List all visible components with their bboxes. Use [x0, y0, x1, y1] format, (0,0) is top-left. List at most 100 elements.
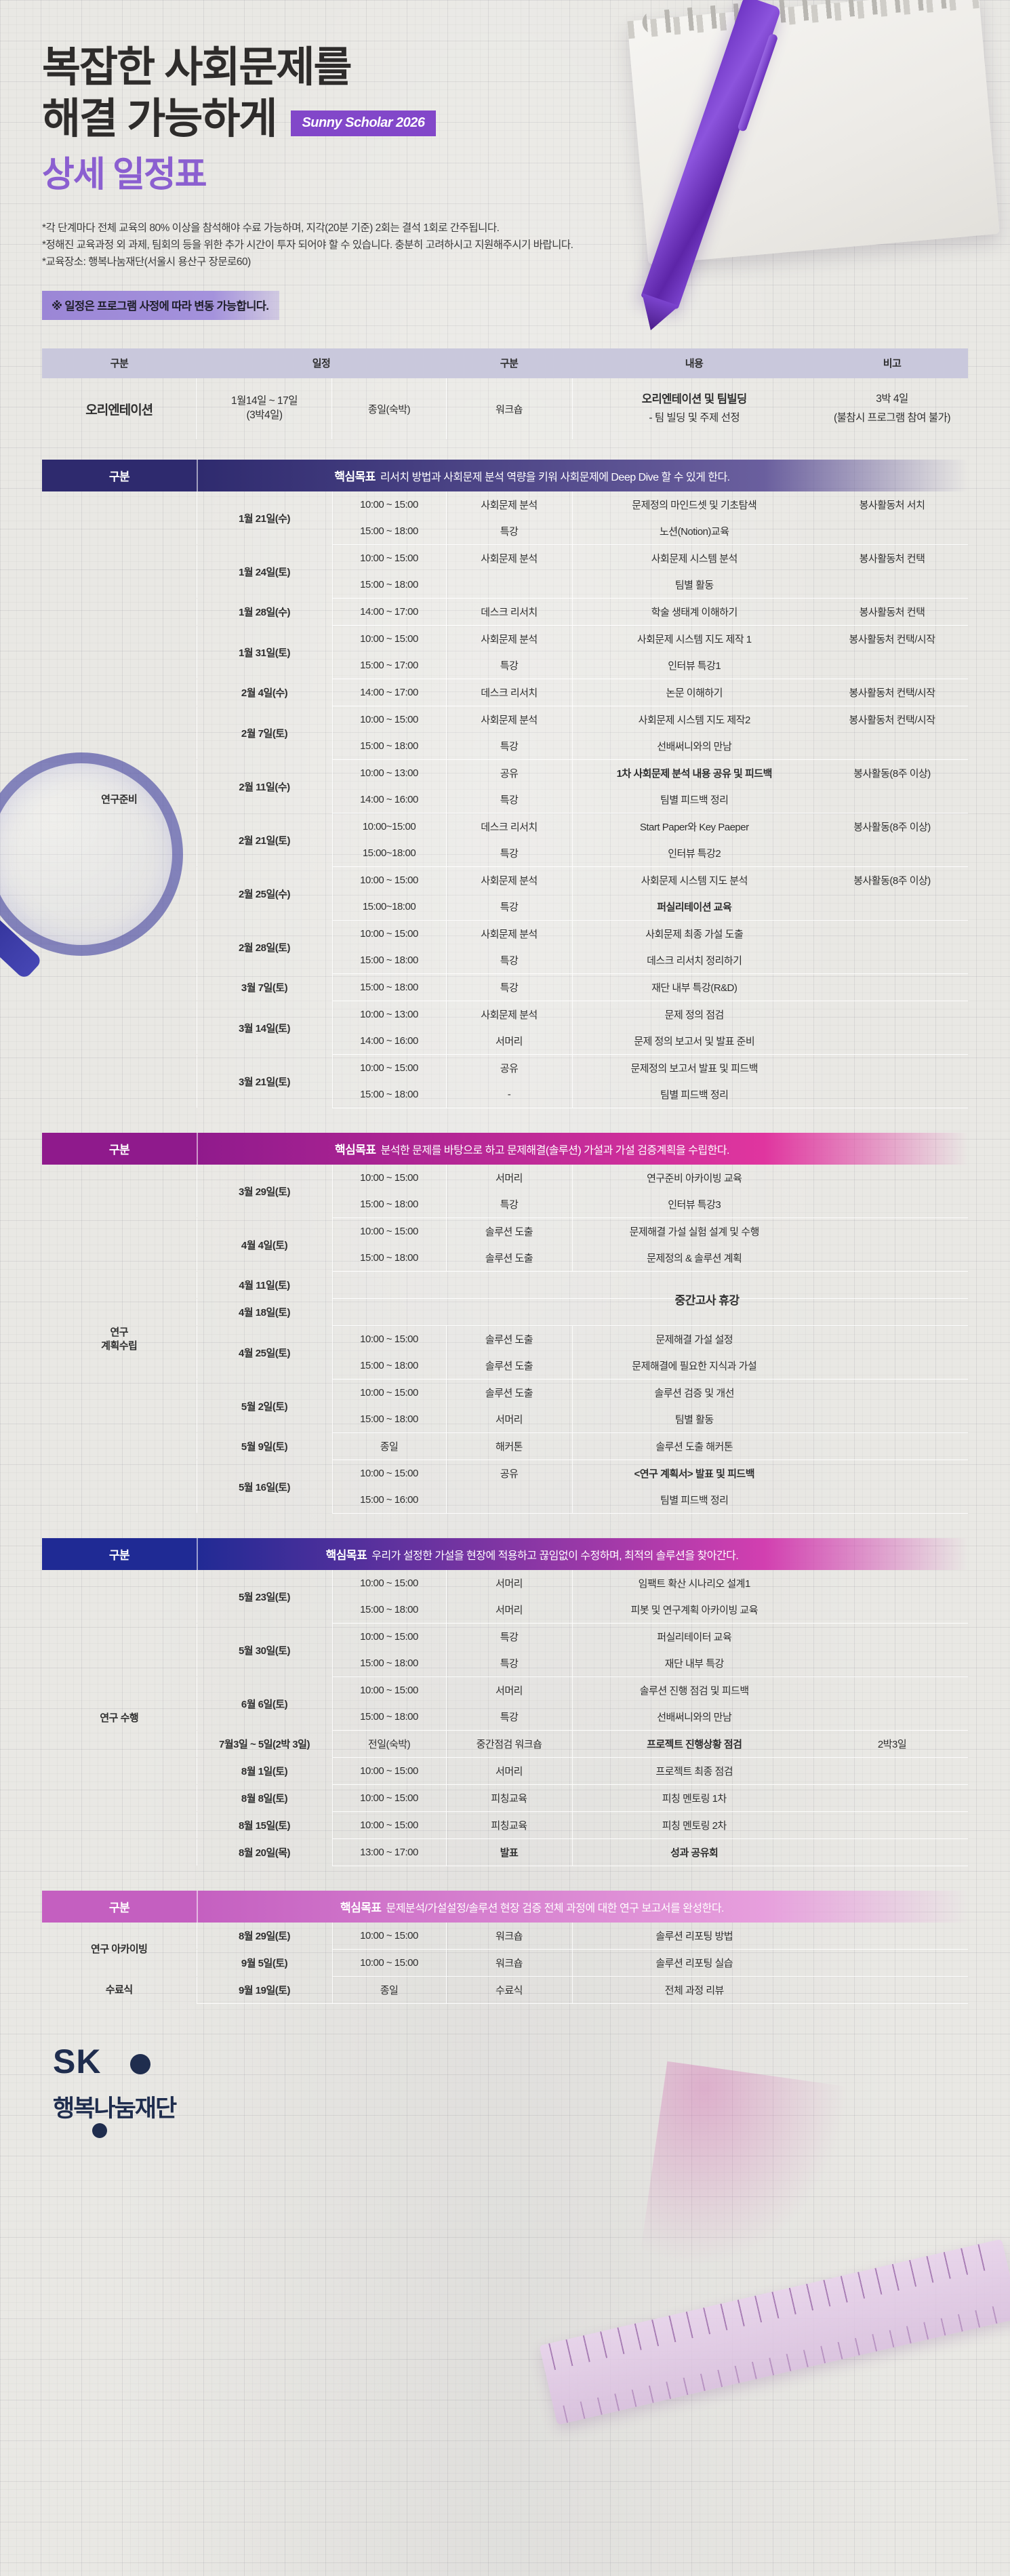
schedule-kind: 발표	[445, 1839, 572, 1866]
section-4-goal-label: 핵심목표	[340, 1901, 382, 1915]
schedule-content: 데스크 리서치 정리하기	[571, 947, 816, 974]
schedule-date: 7월3일 ~ 5일(2박 3일)	[196, 1731, 332, 1758]
schedule-kind: 피칭교육	[445, 1785, 572, 1812]
section-4: 구분 핵심목표 문제분석/가설설정/솔루션 현장 검증 전체 과정에 대한 연구 보…	[0, 1891, 1010, 2005]
schedule-kind: 특강	[445, 893, 572, 921]
row-divider	[42, 598, 968, 599]
table-row: 3월 14일(토) 10:00 ~ 13:00 사회문제 분석 문제 정의 점검	[42, 1001, 968, 1055]
schedule-note	[816, 1596, 968, 1623]
section-2-gubun-label: 구분	[108, 1144, 130, 1157]
section-2-goal-bar: 구분 핵심목표 분석한 문제를 바탕으로 하고 문제해결(솔루션) 가설과 가설 검…	[42, 1133, 968, 1165]
schedule-time: 10:00 ~ 15:00	[331, 867, 446, 894]
table-row: 2월 11일(수) 10:00 ~ 13:00 공유 1차 사회문제 분석 내용 공유…	[42, 760, 968, 813]
schedule-time: 14:00 ~ 17:00	[331, 599, 446, 626]
schedule-note	[816, 1923, 968, 1949]
schedule-note	[816, 1977, 968, 2003]
schedule-note	[816, 1758, 968, 1784]
schedule-time: 15:00 ~ 18:00	[331, 974, 446, 1001]
schedule-time: 15:00 ~ 16:00	[331, 1487, 446, 1514]
table-row: 15:00 ~ 18:00 특강 노션(Notion)교육	[42, 518, 968, 545]
schedule-content: 피봇 및 연구계획 아카이빙 교육	[571, 1596, 816, 1624]
schedule-kind: 사회문제 분석	[445, 626, 572, 653]
table-row: 2월 21일(토) 10:00~15:00 데스크 리서치 Start Paper와 …	[42, 813, 968, 867]
schedule-kind: 데스크 리서치	[445, 813, 572, 841]
table-row: 15:00 ~ 18:00 서머리 팀별 활동	[42, 1406, 968, 1433]
schedule-time: 종일	[331, 1977, 446, 2004]
table-row: 14:00 ~ 16:00 서머리 문제 정의 보고서 및 발표 준비	[42, 1028, 968, 1055]
table-row: 7월3일 ~ 5일(2박 3일) 전일(숙박) 중간점검 워크숍 프로젝트 진행상황 …	[42, 1731, 968, 1758]
row-divider	[42, 1730, 968, 1731]
schedule-note: 봉사활동(8주 이상)	[853, 822, 931, 834]
schedule-kind	[445, 571, 572, 599]
schedule-change-notice: ※ 일정은 프로그램 사정에 따라 변동 가능합니다.	[42, 290, 280, 320]
schedule-note	[816, 1245, 968, 1271]
program-badge: Sunny Scholar 2026	[291, 110, 436, 137]
row-divider	[42, 544, 968, 546]
schedule-note	[816, 518, 968, 544]
schedule-content: 문제 정의 보고서 및 발표 준비	[571, 1028, 816, 1055]
schedule-time: 10:00 ~ 15:00	[331, 1218, 446, 1245]
section-4-table: 연구 아카이빙 8월 29일(토) 10:00 ~ 15:00 워크숍 솔루션 리포팅 …	[42, 1923, 968, 2005]
table-row: 15:00 ~ 18:00 솔루션 도출 문제정의 & 솔루션 계획	[42, 1245, 968, 1272]
divider	[197, 1891, 198, 1923]
schedule-content: 사회문제 시스템 지도 제작 1	[571, 626, 816, 653]
schedule-time: 15:00 ~ 18:00	[331, 947, 446, 974]
schedule-note	[816, 1785, 968, 1811]
schedule-kind: -	[445, 1081, 572, 1108]
section-2-goal-text: 핵심목표 분석한 문제를 바탕으로 하고 문제해결(솔루션) 가설과 가설 검증계…	[335, 1144, 730, 1157]
table-row: 8월 1일(토) 10:00 ~ 15:00 서머리 프로젝트 최종 점검	[42, 1758, 968, 1785]
schedule-time: 15:00 ~ 18:00	[331, 1081, 446, 1108]
orientation-note: 3박 4일 (불참시 프로그램 참여 불가)	[833, 393, 951, 424]
schedule-content: 선배써니와의 만남	[571, 733, 816, 760]
row-divider	[42, 1784, 968, 1786]
schedule-time: 14:00 ~ 16:00	[331, 786, 446, 813]
table-row: 5월 16일(토) 10:00 ~ 15:00 공유 <연구 계획서> 발표 및 피드…	[42, 1460, 968, 1514]
schedule-date: 4월 11일(토)	[196, 1272, 332, 1299]
section-2: 구분 핵심목표 분석한 문제를 바탕으로 하고 문제해결(솔루션) 가설과 가설 검…	[0, 1133, 1010, 1514]
schedule-date: 2월 4일(수)	[196, 679, 332, 706]
schedule-time: 15:00 ~ 18:00	[331, 1191, 446, 1218]
schedule-date: 8월 8일(토)	[196, 1785, 332, 1812]
table-row: 15:00 ~ 18:00 팀별 활동	[42, 571, 968, 599]
schedule-content: 문제정의 마인드셋 및 기초탐색	[571, 491, 816, 519]
schedule-content: 전체 과정 리뷰	[571, 1977, 816, 2004]
section-1-table: 연구준비 1월 21일(수) 10:00 ~ 15:00 사회문제 분석 문제정의 마인…	[42, 491, 968, 1109]
page-header: 복잡한 사회문제를 해결 가능하게 Sunny Scholar 2026 상세 …	[0, 0, 1010, 320]
schedule-date: 8월 20일(목)	[196, 1839, 332, 1866]
table-row: 4월 11일(토) 중간고사 휴강	[42, 1272, 968, 1307]
orientation-time: 종일(숙박)	[331, 378, 446, 440]
row-divider	[42, 1949, 968, 1950]
section-3-goal-bar: 구분 핵심목표 우리가 설정한 가설을 현장에 적용하고 끊임없이 수정하며, 최적…	[42, 1538, 968, 1571]
schedule-note	[816, 1380, 968, 1406]
row-divider	[42, 1298, 968, 1300]
schedule-time: 10:00 ~ 15:00	[331, 1460, 446, 1487]
schedule-note: 봉사활동처 컨택/시작	[849, 634, 935, 646]
schedule-content: 문제해결에 필요한 지식과 가설	[571, 1352, 816, 1380]
schedule-time: 15:00 ~ 18:00	[331, 1704, 446, 1731]
table-row: 3월 21일(토) 10:00 ~ 15:00 공유 문제정의 보고서 발표 및 피드…	[42, 1055, 968, 1108]
orientation-table-header: 구분 일정 구분 내용 비고	[41, 348, 968, 378]
schedule-time: 10:00 ~ 15:00	[331, 1055, 446, 1082]
schedule-date: 1월 21일(수)	[196, 491, 332, 545]
divider	[197, 460, 198, 492]
row-divider	[42, 759, 968, 761]
schedule-content: 재단 내부 특강(R&D)	[571, 974, 816, 1001]
schedule-note	[816, 1624, 968, 1650]
row-divider	[42, 1325, 968, 1327]
schedule-kind: 수료식	[445, 1977, 572, 2004]
schedule-kind: 서머리	[445, 1596, 572, 1624]
schedule-date: 2월 28일(토)	[196, 921, 332, 974]
header-cell-remark: 비고	[816, 348, 968, 378]
row-divider	[42, 973, 968, 975]
schedule-time: 15:00 ~ 18:00	[331, 518, 446, 545]
section-3-goal-label: 핵심목표	[325, 1549, 367, 1563]
section-3-stage: 연구 수행	[100, 1712, 139, 1724]
schedule-time: 15:00 ~ 18:00	[331, 733, 446, 760]
section-4-goal-bar: 구분 핵심목표 문제분석/가설설정/솔루션 현장 검증 전체 과정에 대한 연구 보…	[42, 1891, 968, 1923]
schedule-content: 문제정의 & 솔루션 계획	[571, 1245, 816, 1272]
schedule-content: 솔루션 리포팅 실습	[571, 1950, 816, 1977]
schedule-note	[816, 1677, 968, 1704]
table-row: 2월 4일(수) 14:00 ~ 17:00 데스크 리서치 논문 이해하기 봉사활동처…	[42, 679, 968, 706]
section-4-goal-text: 핵심목표 문제분석/가설설정/솔루션 현장 검증 전체 과정에 대한 연구 보고서…	[340, 1901, 725, 1915]
table-row: 15:00 ~ 18:00 서머리 피봇 및 연구계획 아카이빙 교육	[42, 1596, 968, 1624]
